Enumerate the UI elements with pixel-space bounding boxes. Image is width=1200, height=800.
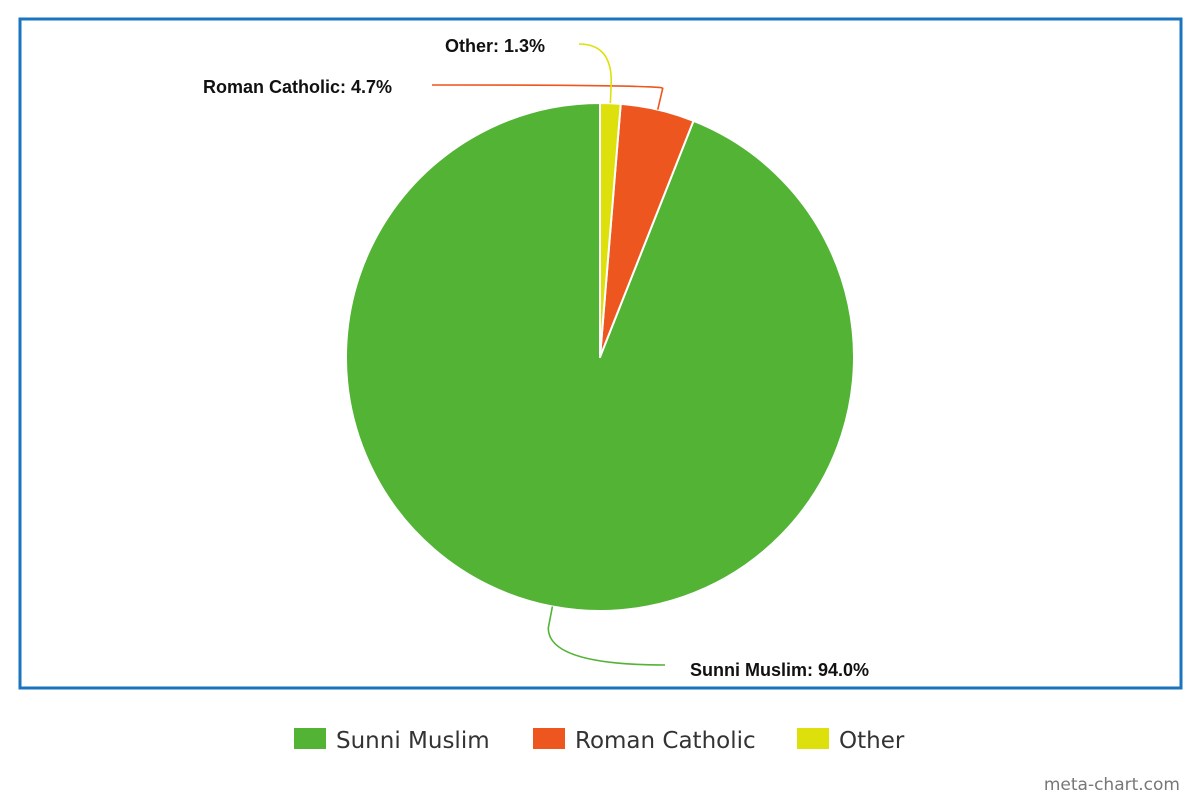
legend-swatch-other <box>797 728 829 749</box>
data-label-other: Other: 1.3% <box>445 36 545 56</box>
legend-label-sunni-muslim: Sunni Muslim <box>336 728 490 754</box>
credit-text: meta-chart.com <box>1044 775 1180 795</box>
legend-item-sunni-muslim[interactable]: Sunni Muslim <box>294 728 490 754</box>
data-label-sunni-muslim: Sunni Muslim: 94.0% <box>690 660 869 680</box>
legend-item-roman-catholic[interactable]: Roman Catholic <box>533 728 756 754</box>
legend: Sunni Muslim Roman Catholic Other <box>294 728 905 754</box>
pie-slice-other[interactable] <box>599 102 622 358</box>
connector-sunni-muslim <box>547 606 666 666</box>
legend-label-roman-catholic: Roman Catholic <box>575 728 756 754</box>
legend-label-other: Other <box>839 728 905 754</box>
legend-swatch-roman-catholic <box>533 728 565 749</box>
legend-item-other[interactable]: Other <box>797 728 905 754</box>
pie-slices <box>345 102 855 612</box>
label-connectors <box>431 43 666 666</box>
legend-swatch-sunni-muslim <box>294 728 326 749</box>
connector-other <box>578 43 613 104</box>
data-label-roman-catholic: Roman Catholic: 4.7% <box>203 77 392 97</box>
data-labels: Sunni Muslim: 94.0% Roman Catholic: 4.7%… <box>203 36 869 680</box>
